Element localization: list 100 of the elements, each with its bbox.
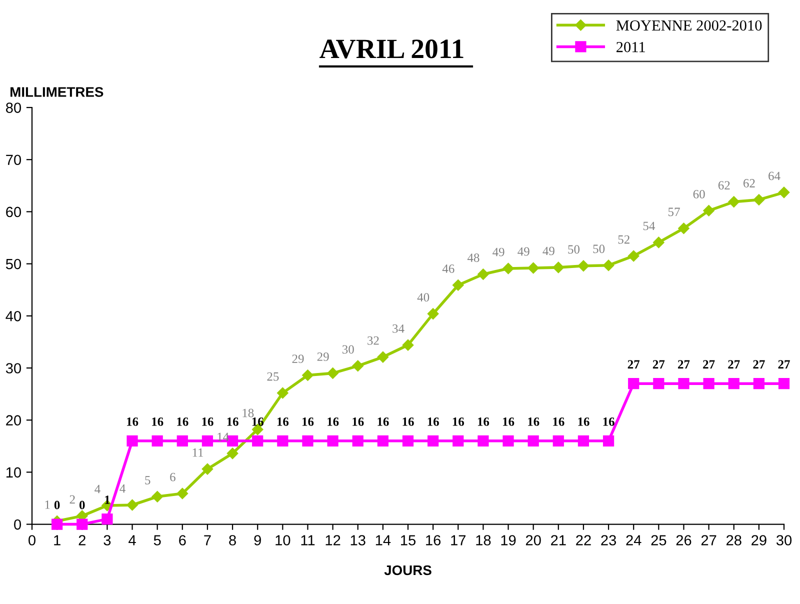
- data-label: 27: [728, 360, 740, 368]
- x-tick-label: 0: [28, 535, 36, 546]
- point: [778, 186, 790, 198]
- point: [552, 262, 564, 274]
- data-label: 62: [718, 181, 730, 190]
- x-tick-label: 29: [752, 535, 766, 546]
- point: [402, 435, 414, 446]
- data-label: 27: [678, 360, 690, 368]
- point: [176, 488, 188, 500]
- point: [452, 435, 464, 446]
- data-label: 16: [152, 417, 164, 426]
- data-label: 34: [392, 324, 404, 333]
- x-axis-title: JOURS: [384, 565, 432, 576]
- x-tick-label: 5: [154, 535, 161, 546]
- point: [428, 435, 439, 446]
- data-label: 16: [452, 417, 464, 426]
- x-tick-label: 6: [179, 535, 186, 546]
- point: [452, 280, 464, 291]
- point: [753, 378, 764, 390]
- point: [352, 360, 364, 372]
- legend-label: 2011: [616, 42, 645, 52]
- point: [302, 435, 314, 446]
- point: [377, 435, 388, 446]
- x-tick-label: 12: [326, 535, 340, 546]
- x-tick-label: 7: [204, 535, 211, 546]
- x-tick-label: 15: [401, 535, 416, 546]
- point: [377, 351, 389, 363]
- data-label: 27: [778, 360, 790, 368]
- point: [628, 250, 640, 262]
- data-label: 49: [518, 247, 530, 256]
- data-label: 27: [753, 360, 765, 368]
- point: [202, 435, 214, 446]
- point: [678, 378, 690, 390]
- data-label: 30: [342, 345, 354, 354]
- point: [126, 499, 138, 511]
- x-tick-label: 2: [78, 535, 86, 546]
- point: [578, 260, 590, 272]
- point: [252, 435, 264, 446]
- data-label: 57: [668, 208, 680, 216]
- data-label: 29: [317, 352, 329, 361]
- point: [528, 435, 539, 446]
- data-label: 29: [292, 354, 304, 364]
- point: [578, 435, 590, 446]
- point: [152, 491, 163, 502]
- data-label: 27: [628, 360, 640, 368]
- data-label: 16: [127, 417, 138, 426]
- x-tick-label: 27: [701, 535, 716, 546]
- data-label: 60: [693, 190, 705, 198]
- x-tick-label: 10: [276, 535, 290, 546]
- x-tick-label: 30: [776, 535, 792, 546]
- data-label: 0: [54, 500, 60, 510]
- x-tick-label: 25: [651, 535, 666, 546]
- point: [478, 435, 489, 446]
- data-label: 50: [568, 245, 580, 254]
- data-label: 54: [643, 222, 655, 230]
- data-label: 46: [442, 264, 454, 273]
- data-label: 25: [267, 372, 279, 381]
- data-label: 16: [378, 417, 389, 426]
- point: [327, 435, 338, 446]
- data-label: 16: [202, 417, 214, 426]
- x-tick-label: 16: [426, 535, 441, 546]
- data-label: 27: [652, 360, 665, 368]
- y-tick-label: 40: [6, 310, 22, 322]
- point: [552, 435, 564, 446]
- data-label: 49: [542, 246, 554, 256]
- data-label: 4: [94, 484, 100, 494]
- data-label: 50: [593, 244, 605, 254]
- data-label: 16: [478, 417, 490, 426]
- y-tick-label: 10: [6, 467, 22, 478]
- data-label: 14: [218, 432, 229, 442]
- y-axis-title: MILLIMETRES: [10, 87, 104, 97]
- data-label: 48: [467, 254, 480, 262]
- point: [778, 378, 790, 390]
- data-label: 49: [492, 248, 504, 256]
- point: [402, 339, 414, 351]
- point: [528, 262, 539, 274]
- x-tick-label: 4: [128, 535, 136, 546]
- x-tick-label: 28: [726, 535, 742, 546]
- data-label: 2: [70, 495, 75, 504]
- data-label: 16: [402, 417, 414, 426]
- point: [728, 196, 740, 208]
- point: [728, 378, 740, 390]
- y-tick-label: 80: [6, 102, 22, 113]
- point: [653, 236, 664, 248]
- x-tick-label: 8: [229, 535, 236, 546]
- data-label: 16: [302, 417, 314, 426]
- point: [502, 262, 514, 274]
- point: [502, 435, 514, 446]
- data-label: 18: [242, 408, 254, 418]
- point: [327, 368, 338, 379]
- point: [352, 435, 364, 446]
- x-tick-label: 24: [626, 535, 642, 546]
- data-label: 16: [553, 417, 564, 426]
- data-label: 16: [277, 417, 289, 426]
- point: [602, 435, 614, 446]
- data-label: 11: [192, 448, 204, 457]
- point: [678, 222, 690, 234]
- x-tick-label: 20: [526, 535, 541, 546]
- data-label: 0: [79, 500, 85, 510]
- x-tick-label: 17: [451, 535, 466, 546]
